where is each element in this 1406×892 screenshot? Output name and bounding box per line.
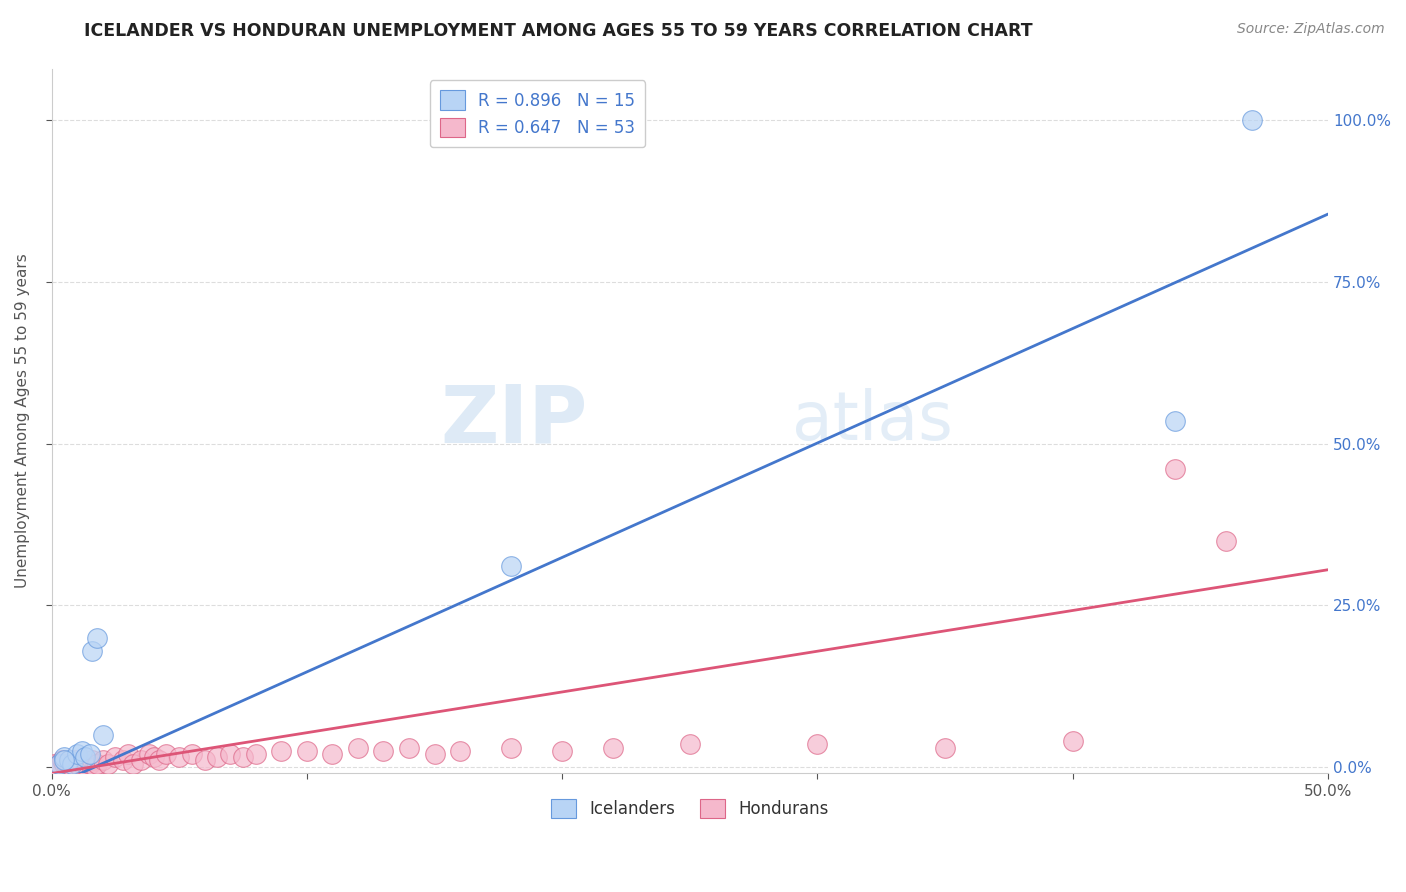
Point (295, 744, 318, 758)
Point (86, 756, 108, 771)
Point (167, 750, 190, 764)
Point (501, 740, 523, 755)
Point (347, 740, 370, 755)
Point (449, 744, 471, 758)
Point (122, 756, 145, 771)
Point (398, 740, 420, 755)
Point (97, 756, 120, 771)
Point (69, 760, 91, 774)
Point (79, 756, 101, 771)
Point (373, 744, 395, 758)
Point (82, 643, 104, 657)
Text: ICELANDER VS HONDURAN UNEMPLOYMENT AMONG AGES 55 TO 59 YEARS CORRELATION CHART: ICELANDER VS HONDURAN UNEMPLOYMENT AMONG… (84, 22, 1033, 40)
Point (60, 756, 83, 771)
Point (111, 754, 134, 768)
Point (155, 747, 177, 761)
Point (679, 737, 702, 751)
Point (63, 754, 86, 768)
Point (934, 740, 956, 755)
Point (104, 750, 127, 764)
Point (73, 750, 96, 764)
Point (138, 747, 160, 761)
Point (181, 747, 204, 761)
Point (60, 760, 83, 774)
Point (194, 754, 217, 768)
Point (82, 754, 104, 768)
Point (321, 747, 343, 761)
Point (1240, 113, 1263, 128)
Text: ZIP: ZIP (440, 382, 588, 460)
Point (142, 750, 165, 764)
Point (232, 750, 254, 764)
Point (148, 754, 170, 768)
Point (73, 754, 96, 768)
Point (117, 747, 139, 761)
Point (91, 728, 114, 742)
Point (1164, 414, 1187, 428)
Point (207, 750, 229, 764)
Point (1062, 734, 1084, 748)
Point (551, 744, 574, 758)
Point (84, 760, 107, 774)
Point (70, 756, 93, 771)
Point (219, 747, 242, 761)
Point (1164, 462, 1187, 476)
Point (66, 756, 89, 771)
Point (245, 747, 267, 761)
Legend: Icelanders, Hondurans: Icelanders, Hondurans (544, 792, 835, 825)
Point (45, 760, 67, 774)
Text: atlas: atlas (792, 388, 953, 454)
Point (79, 747, 101, 761)
Point (48, 756, 70, 771)
Point (58, 756, 80, 771)
Point (51, 754, 73, 768)
Y-axis label: Unemployment Among Ages 55 to 59 years: Unemployment Among Ages 55 to 59 years (15, 253, 30, 589)
Point (91, 754, 114, 768)
Text: Source: ZipAtlas.com: Source: ZipAtlas.com (1237, 22, 1385, 37)
Point (501, 559, 523, 574)
Point (806, 737, 828, 751)
Point (53, 750, 76, 764)
Point (602, 740, 624, 755)
Point (76, 760, 98, 774)
Point (48, 756, 70, 771)
Point (129, 754, 152, 768)
Point (86, 631, 108, 645)
Point (53, 756, 76, 771)
Point (270, 744, 292, 758)
Point (56, 760, 79, 774)
Point (42, 756, 65, 771)
Point (423, 747, 446, 761)
Point (1215, 533, 1237, 548)
Point (70, 744, 93, 758)
Point (58, 754, 80, 768)
Point (53, 754, 76, 768)
Point (66, 747, 89, 761)
